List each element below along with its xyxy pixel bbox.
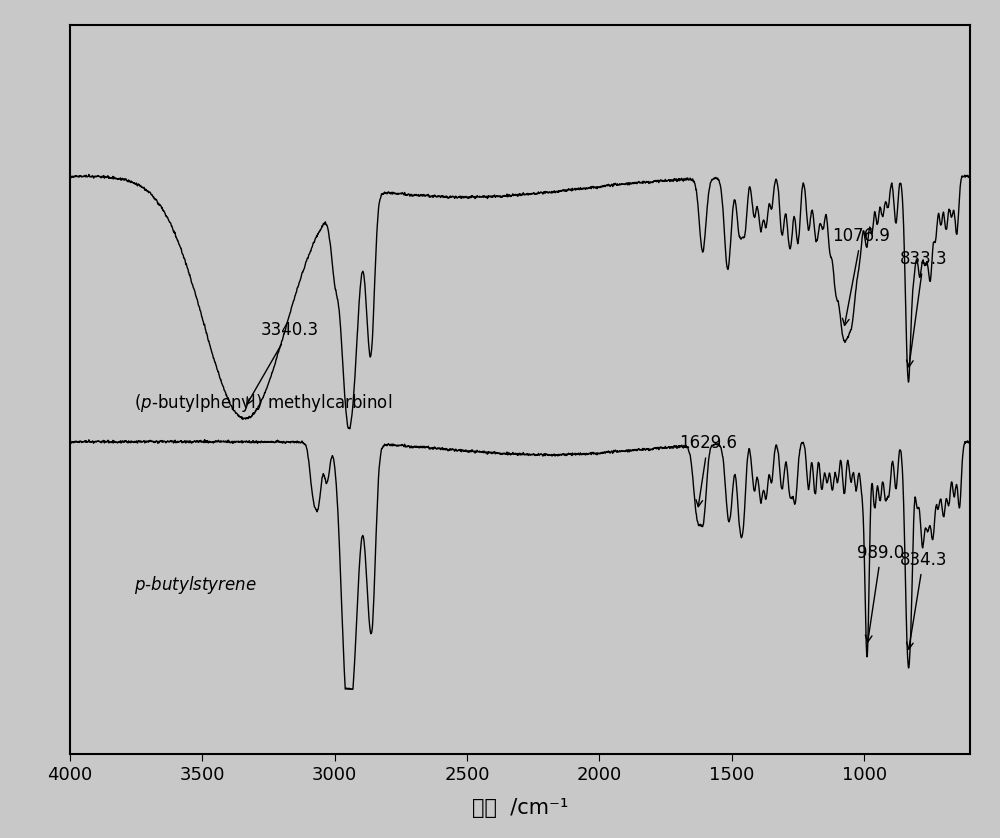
Text: $(p$-butylphenyl) methylcarbinol: $(p$-butylphenyl) methylcarbinol [134,392,392,414]
Text: 1076.9: 1076.9 [832,227,890,325]
Text: 989.0: 989.0 [858,544,905,642]
Text: 1629.6: 1629.6 [679,434,737,507]
Text: 833.3: 833.3 [900,251,947,367]
Text: 834.3: 834.3 [900,551,947,649]
Text: 3340.3: 3340.3 [247,321,319,404]
X-axis label: 波数  /cm⁻¹: 波数 /cm⁻¹ [472,798,568,818]
Text: $p$-butylstyrene: $p$-butylstyrene [134,574,256,596]
